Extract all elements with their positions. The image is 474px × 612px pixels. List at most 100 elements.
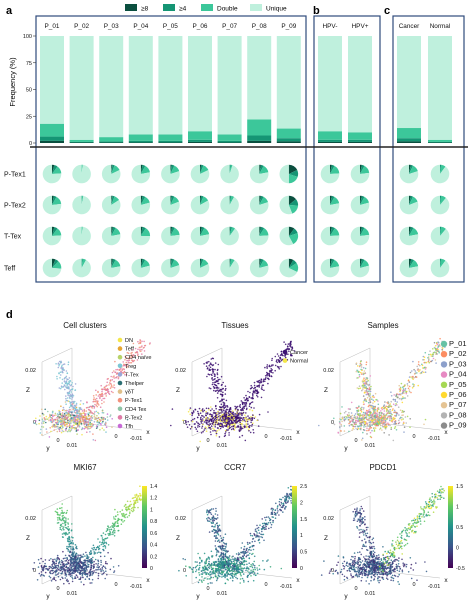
scatter-point: [65, 555, 67, 557]
scatter-point: [266, 372, 268, 374]
scatter-point: [224, 433, 226, 435]
scatter-point: [87, 574, 89, 576]
axis-x-label: x: [296, 429, 300, 436]
scatter-point: [243, 558, 245, 560]
axis-x-label: x: [146, 429, 150, 436]
scatter-point: [114, 377, 116, 379]
scatter-point: [71, 401, 73, 403]
scatter-point: [41, 568, 43, 570]
scatter-point: [370, 375, 372, 377]
scatter-point: [396, 394, 398, 396]
scatter-point: [383, 413, 385, 415]
scatter-point: [103, 429, 105, 431]
scatter-point: [41, 571, 43, 573]
bar-segment-double: [99, 137, 123, 141]
scatter-point: [245, 423, 247, 425]
scatter-point: [111, 418, 113, 420]
scatter-point: [172, 408, 174, 410]
scatter-point: [58, 558, 60, 560]
scatter-point: [367, 397, 369, 399]
scatter-point: [219, 420, 221, 422]
pie-grid: [43, 165, 450, 278]
scatter-point: [187, 421, 189, 423]
scatter-point: [223, 552, 225, 554]
bar-segment-unique: [318, 36, 342, 131]
scatter-point: [412, 383, 414, 385]
scatter-point: [254, 382, 256, 384]
scatter-point: [281, 499, 283, 501]
scatter-point: [69, 414, 71, 416]
scatter-point: [56, 417, 58, 419]
scatter-point: [351, 402, 353, 404]
scatter-point: [349, 408, 351, 410]
scatter-point: [247, 543, 249, 545]
axis-z-tick: 0.02: [25, 368, 36, 374]
scatter-point: [50, 577, 52, 579]
scatter-point: [402, 386, 404, 388]
bar-segment-ge4: [318, 140, 342, 142]
colorbar-tick: 1: [150, 507, 153, 513]
scatter-point: [70, 389, 72, 391]
scatter-point: [220, 400, 222, 402]
scatter-point: [103, 549, 105, 551]
scatter-point: [139, 485, 141, 487]
scatter-point: [75, 409, 77, 411]
scatter-point: [408, 380, 410, 382]
legend-dot: [118, 372, 123, 377]
scatter-point: [422, 367, 424, 369]
scatter-point: [374, 401, 376, 403]
scatter-point: [225, 583, 227, 585]
scatter-point: [82, 556, 84, 558]
scatter-point: [252, 414, 254, 416]
scatter-point: [222, 392, 224, 394]
scatter-point: [68, 569, 70, 571]
scatter-point: [371, 408, 373, 410]
scatter-point: [190, 428, 192, 430]
scatter-point: [84, 410, 86, 412]
scatter-point: [365, 400, 367, 402]
scatter-point: [73, 424, 75, 426]
scatter-point: [58, 576, 60, 578]
axis-x-tick: -0.01: [280, 584, 293, 590]
scatter-point: [211, 526, 213, 528]
scatter-point: [218, 423, 220, 425]
scatter-point: [117, 522, 119, 524]
scatter-point: [140, 495, 142, 497]
y-tick-label: 0: [29, 141, 32, 147]
scatter-point: [97, 546, 99, 548]
scatter-point: [374, 423, 376, 425]
scatter-point: [249, 542, 251, 544]
scatter-point: [198, 582, 200, 584]
scatter-point: [371, 424, 373, 426]
scatter-point: [70, 540, 72, 542]
scatter-point: [61, 432, 63, 434]
scatter-point: [59, 519, 61, 521]
scatter-point: [367, 411, 369, 413]
scatter3d-mki67: MKI67Z0.020y00.010-0.01x1.41.210.80.60.4…: [0, 463, 157, 600]
scatter-point: [79, 426, 81, 428]
scatter-point: [361, 407, 363, 409]
scatter-point: [363, 419, 365, 421]
scatter-point: [84, 570, 86, 572]
scatter-point: [79, 573, 81, 575]
scatter-point: [360, 361, 362, 363]
scatter-point: [270, 368, 272, 370]
scatter-point: [77, 571, 79, 573]
scatter-point: [86, 407, 88, 409]
scatter-point: [86, 576, 88, 578]
scatter-point: [107, 413, 109, 415]
scatter-point: [91, 571, 93, 573]
scatter-point: [65, 527, 67, 529]
scatter-point: [389, 403, 391, 405]
scatter-point: [103, 401, 105, 403]
scatter-point: [200, 412, 202, 414]
scatter-point: [71, 427, 73, 429]
scatter-point: [422, 359, 424, 361]
scatter-point: [68, 523, 70, 525]
bar-category-label: Normal: [430, 23, 451, 30]
scatter-point: [252, 429, 254, 431]
scatter-point: [69, 574, 71, 576]
scatter-point: [206, 572, 208, 574]
scatter-point: [258, 392, 260, 394]
scatter-point: [69, 409, 71, 411]
